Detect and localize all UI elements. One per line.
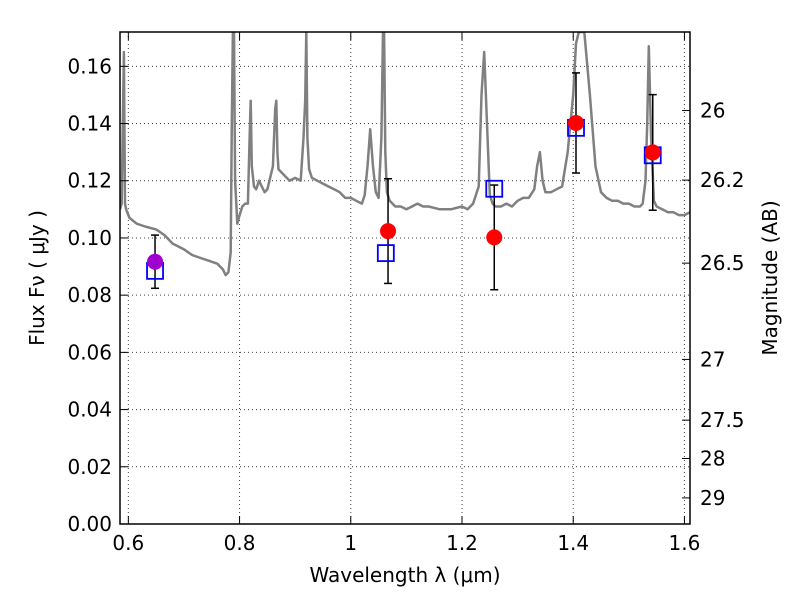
observed-series xyxy=(147,114,661,270)
y2-axis-label: Magnitude (AB) xyxy=(758,200,782,355)
model-square-marker xyxy=(485,179,504,198)
model-photometry-series xyxy=(146,118,662,280)
x-tick-label: 0.6 xyxy=(112,531,144,555)
y-tick-label: 0.14 xyxy=(67,112,112,136)
y-tick-label: 0.04 xyxy=(67,398,112,422)
y2-tick-labels: 26 26.2 26.5 27 27.5 28 29 xyxy=(700,99,745,510)
y-tick-label: 0.00 xyxy=(67,512,112,536)
observed-point-marker xyxy=(644,144,661,161)
y-axis-label: Flux Fν ( μJy ) xyxy=(25,210,49,346)
y2-tick-label: 28 xyxy=(700,446,725,470)
model-sed-series xyxy=(120,32,690,277)
x-axis-label: Wavelength λ (μm) xyxy=(309,563,500,587)
y-tick-label: 0.16 xyxy=(67,54,112,78)
gridlines xyxy=(120,32,690,525)
y2-tick-label: 26 xyxy=(700,99,725,123)
axis-ticks xyxy=(120,32,690,525)
x-tick-label: 1.6 xyxy=(669,531,701,555)
model-square-marker xyxy=(376,244,395,263)
sed-line xyxy=(120,32,690,277)
observed-point-marker xyxy=(380,223,397,240)
y2-tick-label: 27.5 xyxy=(700,408,745,432)
y-tick-label: 0.10 xyxy=(67,226,112,250)
x-tick-labels: 0.6 0.8 1 1.2 1.4 1.6 xyxy=(112,531,700,555)
x-tick-label: 0.8 xyxy=(224,531,256,555)
observed-point-marker xyxy=(486,229,503,246)
y-tick-labels: 0.00 0.02 0.04 0.06 0.08 0.10 0.12 0.14 0.16 xyxy=(67,54,112,536)
observed-point-marker xyxy=(147,253,164,270)
x-tick-label: 1 xyxy=(344,531,357,555)
y-tick-label: 0.12 xyxy=(67,169,112,193)
y2-tick-label: 26.5 xyxy=(700,251,745,275)
y-tick-label: 0.06 xyxy=(67,340,112,364)
errorbars xyxy=(151,72,657,291)
y-tick-label: 0.08 xyxy=(67,283,112,307)
observed-point-marker xyxy=(568,114,584,131)
y2-tick-label: 26.2 xyxy=(700,168,745,192)
x-tick-label: 1.2 xyxy=(446,531,478,555)
y2-tick-label: 27 xyxy=(700,347,725,371)
plot-frame xyxy=(119,31,691,525)
y2-tick-label: 29 xyxy=(700,486,725,510)
x-tick-label: 1.4 xyxy=(557,531,589,555)
y-tick-label: 0.02 xyxy=(67,455,112,479)
